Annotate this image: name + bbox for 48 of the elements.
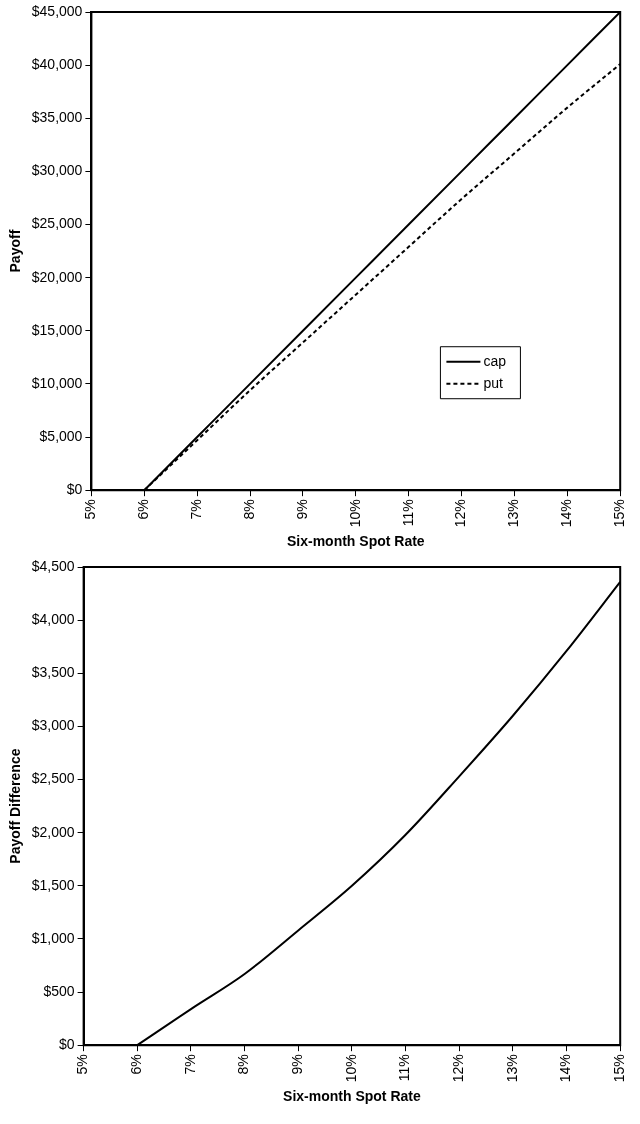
y-tick-label: $4,500 (31, 557, 75, 574)
x-axis-title: Six-month Spot Rate (286, 533, 425, 550)
x-tick-label: 12% (452, 499, 469, 528)
y-tick-label: $3,000 (31, 717, 75, 734)
x-tick-label: 11% (399, 499, 416, 527)
x-tick-label: 6% (128, 1054, 145, 1075)
y-tick-label: $45,000 (31, 2, 83, 19)
y-tick-label: $1,000 (31, 929, 75, 946)
x-tick-label: 15% (611, 499, 628, 528)
x-tick-label: 9% (293, 499, 310, 520)
x-tick-label: 10% (342, 1054, 359, 1083)
y-tick-label: $10,000 (31, 374, 83, 391)
x-tick-label: 5% (82, 499, 99, 520)
y-tick-label: $500 (43, 982, 75, 999)
x-tick-label: 8% (240, 499, 257, 520)
x-tick-label: 14% (558, 499, 575, 528)
y-tick-label: $0 (66, 481, 83, 498)
y-tick-label: $40,000 (31, 55, 83, 72)
y-tick-label: $25,000 (31, 215, 83, 232)
x-tick-label: 11% (396, 1054, 413, 1082)
x-tick-label: 13% (503, 1054, 520, 1083)
x-tick-label: 7% (181, 1054, 198, 1075)
x-axis-title: Six-month Spot Rate (283, 1088, 421, 1105)
y-axis-title: Payoff (7, 229, 24, 273)
x-tick-label: 8% (235, 1054, 252, 1075)
y-axis-title: Payoff Difference (7, 748, 24, 864)
x-tick-label: 9% (289, 1054, 306, 1075)
x-tick-label: 14% (557, 1054, 574, 1083)
y-tick-label: $2,000 (31, 823, 75, 840)
y-tick-label: $20,000 (31, 268, 83, 285)
y-tick-label: $5,000 (39, 427, 83, 444)
x-tick-label: 12% (450, 1054, 467, 1083)
x-tick-label: 5% (74, 1054, 91, 1075)
y-tick-label: $4,000 (31, 610, 75, 627)
y-tick-label: $35,000 (31, 109, 83, 126)
y-tick-label: $2,500 (31, 770, 75, 787)
legend-label: put (483, 374, 503, 391)
y-tick-label: $30,000 (31, 162, 83, 179)
x-tick-label: 15% (611, 1054, 628, 1083)
y-tick-label: $3,500 (31, 664, 75, 681)
x-tick-label: 13% (505, 499, 522, 528)
y-tick-label: $0 (59, 1036, 75, 1053)
x-tick-label: 10% (346, 499, 363, 528)
x-tick-label: 6% (135, 499, 152, 520)
legend-label: cap (483, 352, 507, 369)
y-tick-label: $1,500 (31, 876, 75, 893)
y-tick-label: $15,000 (31, 321, 83, 338)
x-tick-label: 7% (188, 499, 205, 520)
